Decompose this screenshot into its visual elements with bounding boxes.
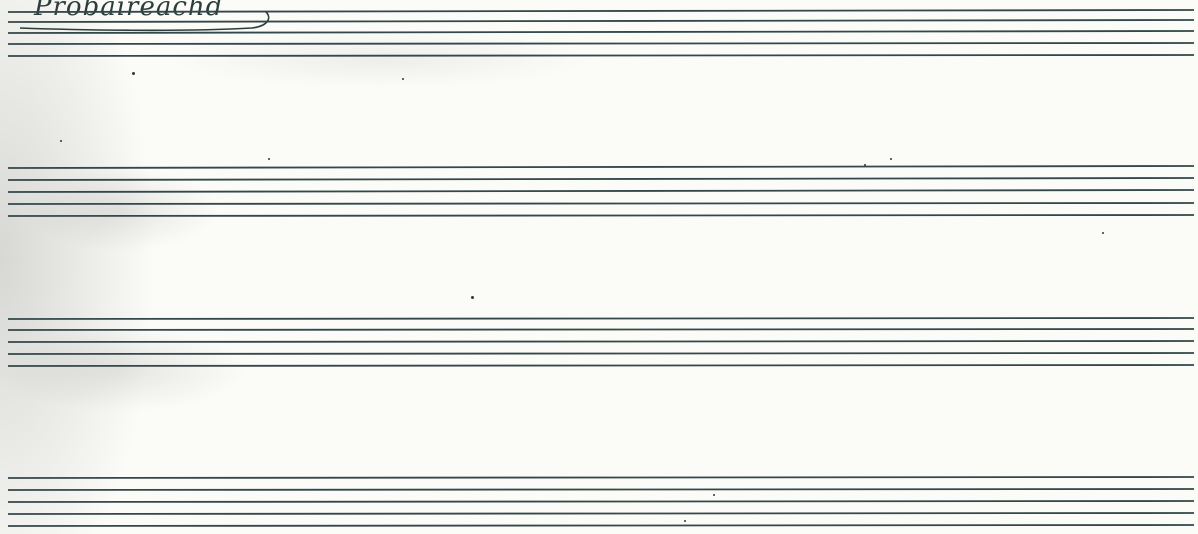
paper-speck <box>1102 232 1104 234</box>
staff-1 <box>7 9 1195 57</box>
staff-2-line-1 <box>7 165 1195 169</box>
staff-4-line-3 <box>7 500 1195 503</box>
staff-4-line-1 <box>7 476 1195 479</box>
paper-speck <box>890 158 892 160</box>
staff-3 <box>7 317 1195 367</box>
paper-speck <box>132 72 135 75</box>
staff-3-line-5 <box>7 364 1195 367</box>
paper-speck <box>402 78 404 80</box>
staff-3-line-4 <box>7 352 1195 355</box>
staff-2-line-5 <box>7 214 1195 217</box>
staff-2-line-3 <box>7 189 1195 193</box>
staff-2-line-4 <box>7 202 1195 205</box>
staff-4-line-2 <box>7 488 1195 491</box>
paper-speck <box>268 158 270 160</box>
staff-4-line-5 <box>7 524 1195 527</box>
paper-speck <box>864 164 866 166</box>
staff-1-line-3 <box>7 30 1195 34</box>
staff-1-line-1 <box>7 9 1195 13</box>
staff-1-line-5 <box>7 54 1195 57</box>
paper-speck <box>713 494 715 496</box>
staff-3-line-2 <box>7 328 1195 331</box>
staff-3-line-1 <box>7 317 1195 320</box>
staff-2 <box>7 165 1195 217</box>
staff-1-line-4 <box>7 42 1195 45</box>
paper-speck <box>684 520 686 522</box>
staff-1-line-2 <box>7 19 1195 23</box>
staff-4-line-4 <box>7 512 1195 515</box>
staff-4 <box>7 476 1195 527</box>
paper-speck <box>60 140 62 142</box>
paper-speck <box>471 296 474 299</box>
staff-3-line-3 <box>7 340 1195 343</box>
staff-2-line-2 <box>7 177 1195 181</box>
